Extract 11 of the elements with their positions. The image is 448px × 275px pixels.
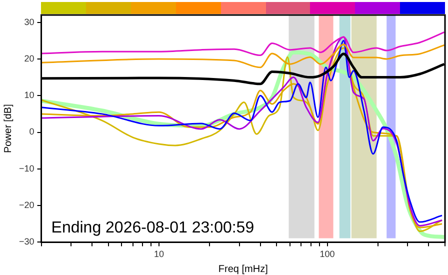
x-axis-title: Freq [mHz] <box>218 264 268 275</box>
annotation: Ending 2026-08-01 23:00:59 <box>51 220 254 237</box>
x-tick-label: 100 <box>320 249 335 260</box>
y-tick-label: −10 <box>18 163 34 174</box>
y-axis-title: Power [dB] <box>2 104 14 154</box>
y-tick-label: 10 <box>24 90 34 100</box>
y-tick-label: −30 <box>18 236 34 247</box>
y-tick-label: 0 <box>29 126 34 137</box>
y-tick-label: 20 <box>24 53 34 64</box>
y-tick-label: −20 <box>18 200 34 210</box>
y-tick-label: 30 <box>24 16 34 27</box>
